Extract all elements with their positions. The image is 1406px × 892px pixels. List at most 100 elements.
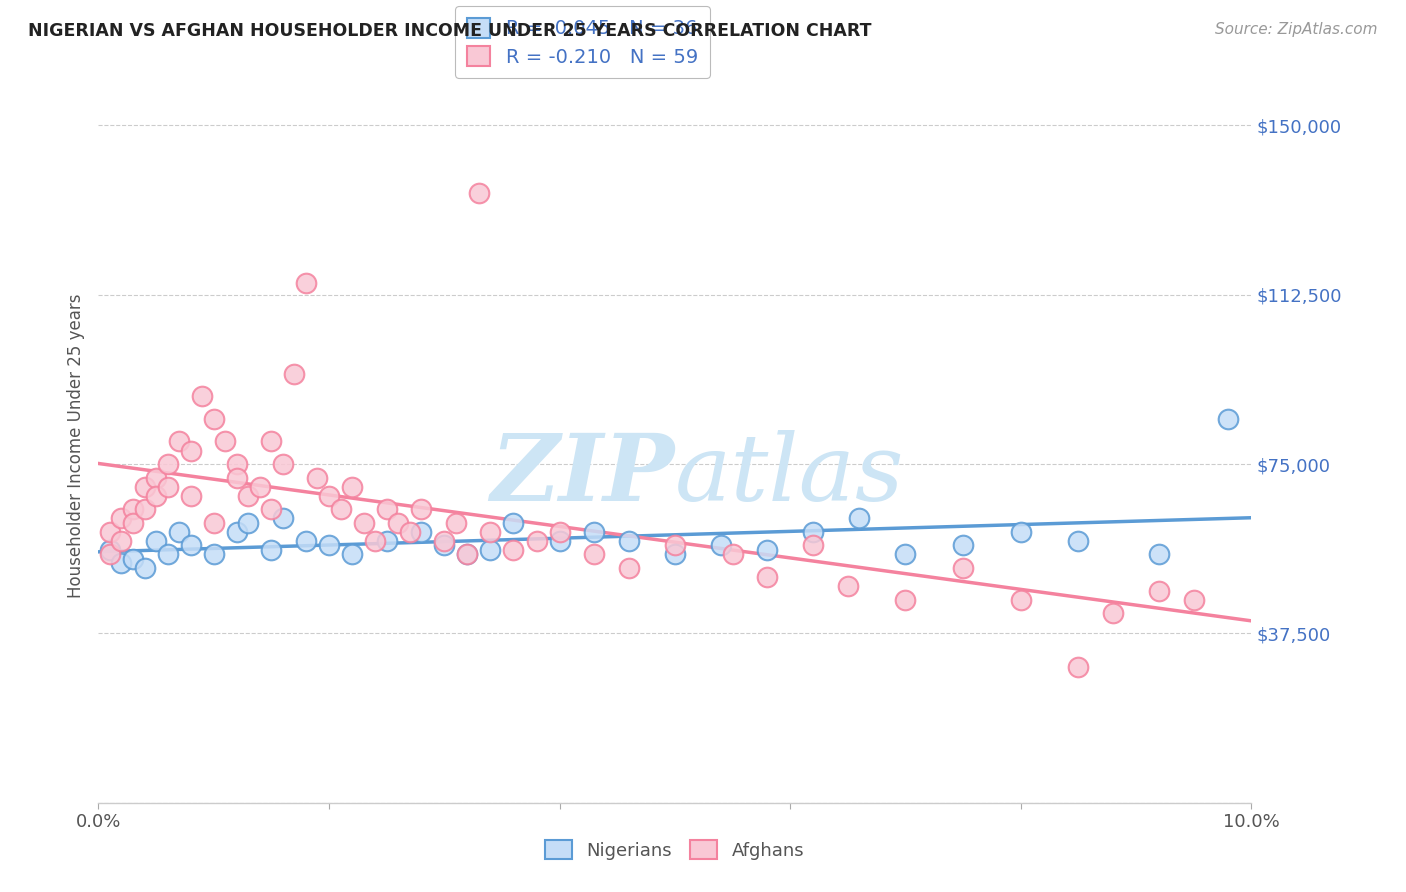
Text: NIGERIAN VS AFGHAN HOUSEHOLDER INCOME UNDER 25 YEARS CORRELATION CHART: NIGERIAN VS AFGHAN HOUSEHOLDER INCOME UN… (28, 22, 872, 40)
Point (756, 542, 779, 557)
Point (271, 511, 294, 525)
Point (894, 592, 917, 607)
Point (145, 533, 167, 548)
Point (456, 548, 478, 562)
Point (456, 548, 478, 562)
Point (952, 538, 974, 552)
Point (1102, 606, 1125, 620)
Point (664, 548, 686, 562)
Point (548, 533, 571, 548)
Point (1010, 592, 1032, 607)
Point (283, 367, 305, 381)
Point (134, 480, 156, 494)
Point (583, 524, 606, 539)
Point (180, 538, 202, 552)
Point (894, 548, 917, 562)
Text: atlas: atlas (675, 430, 904, 519)
Point (122, 552, 145, 566)
Point (122, 502, 145, 516)
Point (110, 557, 132, 571)
Point (260, 542, 283, 557)
Point (238, 516, 260, 530)
Point (180, 443, 202, 458)
Point (340, 548, 363, 562)
Point (1147, 583, 1170, 598)
Point (664, 538, 686, 552)
Point (848, 511, 870, 525)
Point (1182, 592, 1205, 607)
Point (1067, 660, 1090, 674)
Legend: Nigerians, Afghans: Nigerians, Afghans (533, 828, 817, 872)
Point (411, 524, 433, 539)
Point (364, 533, 387, 548)
Point (202, 412, 225, 426)
Point (1067, 533, 1090, 548)
Point (110, 533, 132, 548)
Text: ZIP: ZIP (491, 430, 675, 519)
Point (1218, 412, 1240, 426)
Point (479, 524, 502, 539)
Point (202, 548, 225, 562)
Point (837, 579, 859, 593)
Point (110, 511, 132, 525)
Point (271, 457, 294, 471)
Point (1147, 548, 1170, 562)
Point (156, 480, 179, 494)
Point (225, 470, 247, 484)
Point (122, 516, 145, 530)
Point (479, 542, 502, 557)
Point (444, 516, 467, 530)
Point (801, 538, 824, 552)
Point (398, 524, 420, 539)
Point (98, 524, 121, 539)
Point (191, 389, 214, 403)
Text: Source: ZipAtlas.com: Source: ZipAtlas.com (1215, 22, 1378, 37)
Point (756, 570, 779, 584)
Point (202, 516, 225, 530)
Point (145, 470, 167, 484)
Point (801, 524, 824, 539)
Point (225, 524, 247, 539)
Point (387, 516, 409, 530)
Point (721, 548, 744, 562)
Point (307, 470, 329, 484)
Point (433, 538, 456, 552)
Point (468, 186, 491, 200)
Point (214, 434, 236, 449)
Point (617, 561, 640, 575)
Point (502, 542, 524, 557)
Point (295, 533, 318, 548)
Point (548, 524, 571, 539)
Point (167, 524, 190, 539)
Point (260, 502, 283, 516)
Point (318, 538, 340, 552)
Point (98, 542, 121, 557)
Point (1010, 524, 1032, 539)
Point (340, 480, 363, 494)
Point (145, 489, 167, 503)
Point (952, 561, 974, 575)
Point (433, 533, 456, 548)
Point (710, 538, 733, 552)
Point (295, 277, 318, 291)
Point (238, 489, 260, 503)
Point (249, 480, 271, 494)
Point (167, 434, 190, 449)
Point (134, 561, 156, 575)
Point (502, 516, 524, 530)
Point (260, 434, 283, 449)
Point (134, 502, 156, 516)
Point (329, 502, 352, 516)
Y-axis label: Householder Income Under 25 years: Householder Income Under 25 years (66, 293, 84, 599)
Point (617, 533, 640, 548)
Point (375, 533, 398, 548)
Point (526, 533, 548, 548)
Point (375, 502, 398, 516)
Point (180, 489, 202, 503)
Point (411, 502, 433, 516)
Point (225, 457, 247, 471)
Point (156, 457, 179, 471)
Point (156, 548, 179, 562)
Point (583, 548, 606, 562)
Point (318, 489, 340, 503)
